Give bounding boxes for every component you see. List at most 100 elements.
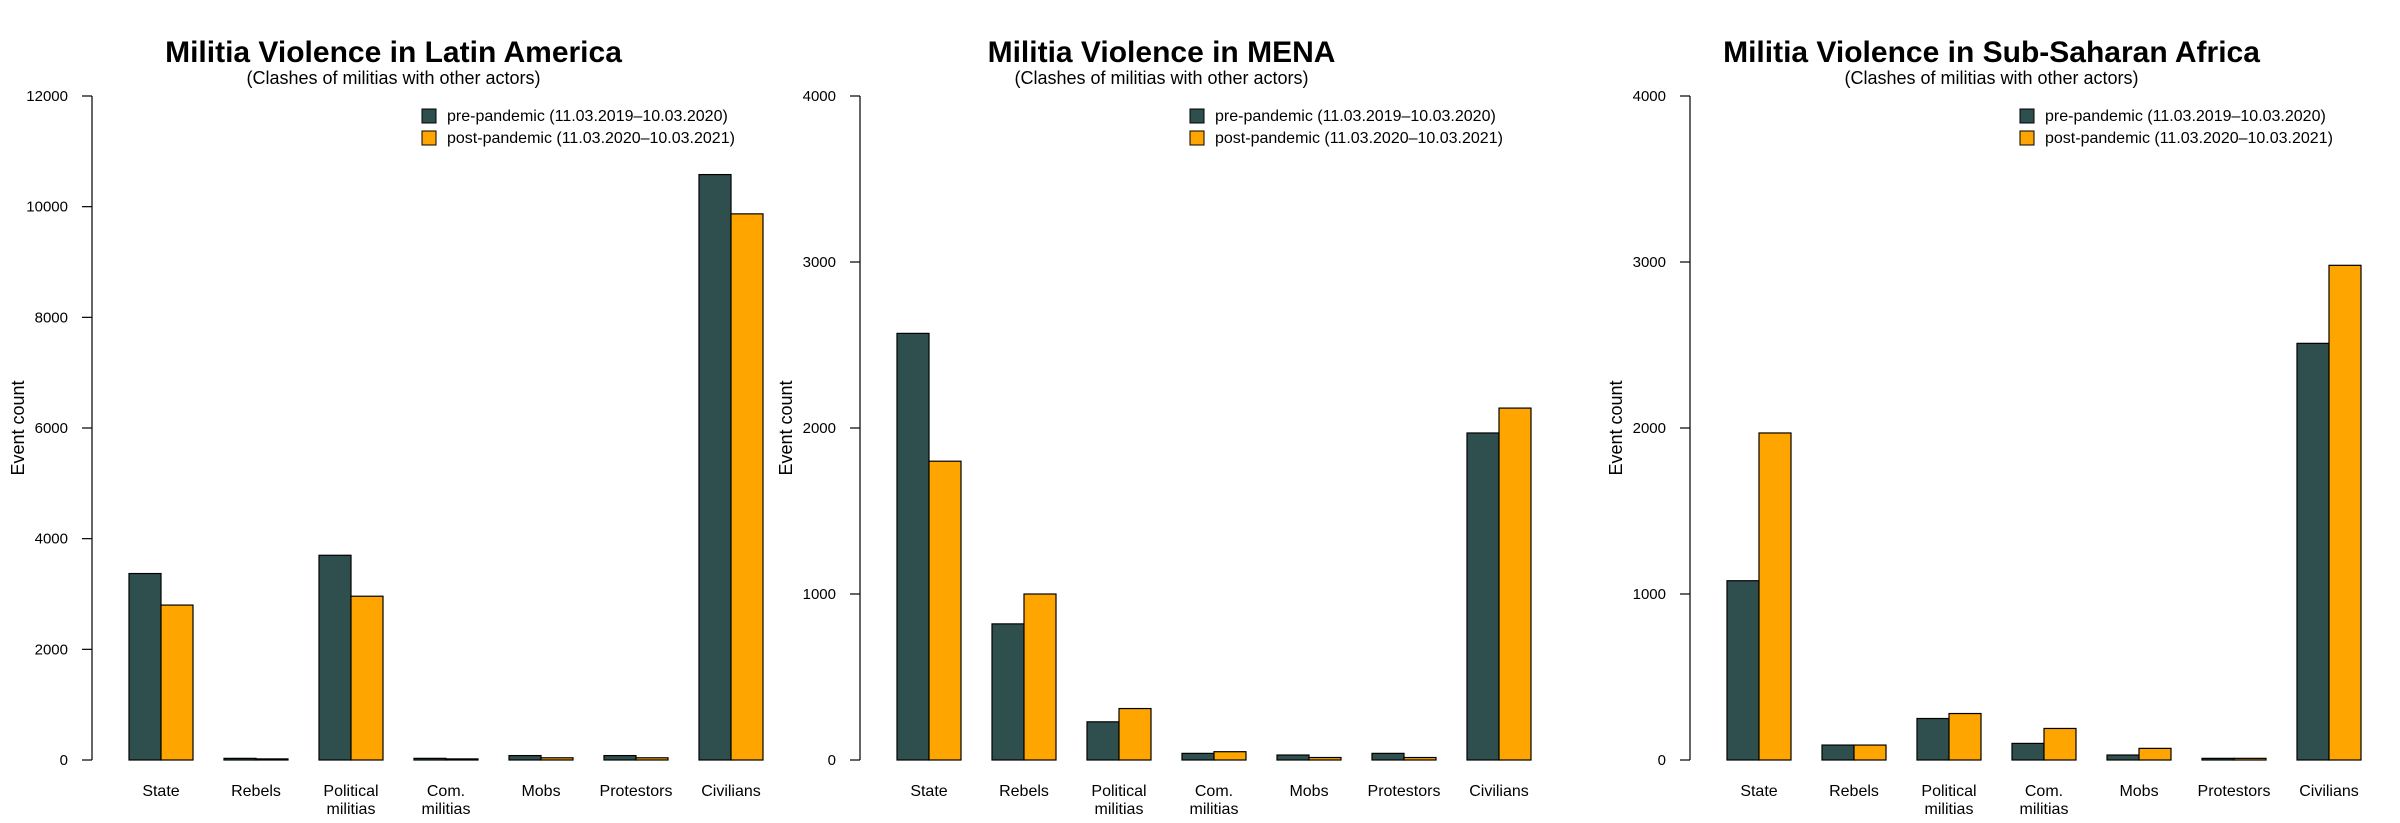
y-axis-label: Event count bbox=[1606, 380, 1626, 475]
chart-subtitle: (Clashes of militias with other actors) bbox=[1014, 68, 1308, 88]
x-tick-label: State bbox=[910, 783, 948, 800]
bar bbox=[1821, 744, 1855, 761]
x-tick-label: Protestors bbox=[2197, 783, 2271, 800]
bar bbox=[1948, 712, 1982, 761]
x-tick-label: Mobs bbox=[521, 783, 561, 800]
x-tick-label: Political militias bbox=[1921, 783, 1977, 818]
bar bbox=[223, 757, 257, 761]
x-tick-label: Protestors bbox=[599, 783, 673, 800]
chart-subtitle: (Clashes of militias with other actors) bbox=[1844, 68, 2138, 88]
legend-swatch bbox=[1189, 108, 1205, 124]
bar bbox=[928, 460, 962, 761]
bar bbox=[635, 757, 669, 761]
bar bbox=[1403, 756, 1437, 761]
y-tick-label: 0 bbox=[60, 752, 68, 769]
bar bbox=[1276, 754, 1310, 761]
legend-swatch bbox=[2019, 108, 2035, 124]
bar bbox=[508, 754, 542, 761]
y-tick-label: 6000 bbox=[35, 420, 68, 437]
x-tick-label: Mobs bbox=[2119, 783, 2159, 800]
bar bbox=[1023, 593, 1057, 761]
y-tick-label: 4000 bbox=[803, 88, 836, 105]
x-tick-label: Mobs bbox=[1289, 783, 1329, 800]
bar bbox=[1086, 721, 1120, 761]
bar bbox=[540, 757, 574, 761]
legend-swatch bbox=[2019, 130, 2035, 146]
bar bbox=[1916, 717, 1950, 761]
bar bbox=[730, 213, 764, 761]
bar bbox=[1181, 752, 1215, 761]
bar bbox=[2233, 757, 2267, 761]
legend-label: post-pandemic (11.03.2020–10.03.2021) bbox=[2045, 130, 2333, 147]
x-tick-label: Civilians bbox=[701, 783, 761, 800]
legend-swatch bbox=[421, 130, 437, 146]
y-tick-label: 1000 bbox=[803, 586, 836, 603]
x-tick-label: Com. militias bbox=[421, 783, 471, 818]
x-tick-label: Political militias bbox=[323, 783, 379, 818]
bar bbox=[2043, 727, 2077, 761]
legend-swatch bbox=[421, 108, 437, 124]
bar bbox=[1853, 744, 1887, 761]
legend-label: post-pandemic (11.03.2020–10.03.2021) bbox=[1215, 130, 1503, 147]
chart-subtitle: (Clashes of militias with other actors) bbox=[246, 68, 540, 88]
legend-label: pre-pandemic (11.03.2019–10.03.2020) bbox=[2045, 108, 2326, 125]
x-tick-label: State bbox=[142, 783, 180, 800]
x-tick-label: Com. militias bbox=[1189, 783, 1239, 818]
y-axis-label: Event count bbox=[776, 380, 796, 475]
bar bbox=[603, 754, 637, 761]
x-tick-label: Civilians bbox=[2299, 783, 2359, 800]
bar bbox=[160, 604, 194, 761]
x-tick-label: Rebels bbox=[231, 783, 281, 800]
x-tick-label: Rebels bbox=[999, 783, 1049, 800]
legend-label: post-pandemic (11.03.2020–10.03.2021) bbox=[447, 130, 735, 147]
bar bbox=[2201, 757, 2235, 761]
bar bbox=[1758, 432, 1792, 761]
bar bbox=[413, 757, 447, 761]
x-tick-label: Political militias bbox=[1091, 783, 1147, 818]
x-tick-label: Com. militias bbox=[2019, 783, 2069, 818]
y-tick-label: 8000 bbox=[35, 309, 68, 326]
bar bbox=[1371, 752, 1405, 761]
x-tick-label: Civilians bbox=[1469, 783, 1529, 800]
x-tick-label: Rebels bbox=[1829, 783, 1879, 800]
bar bbox=[2328, 264, 2362, 761]
legend-label: pre-pandemic (11.03.2019–10.03.2020) bbox=[1215, 108, 1496, 125]
x-tick-label: Protestors bbox=[1367, 783, 1441, 800]
y-axis-label: Event count bbox=[8, 380, 28, 475]
chart-title: Militia Violence in MENA bbox=[988, 36, 1336, 69]
y-tick-label: 3000 bbox=[803, 254, 836, 271]
bar bbox=[1498, 407, 1532, 761]
chart-title: Militia Violence in Latin America bbox=[165, 36, 622, 69]
legend-swatch bbox=[1189, 130, 1205, 146]
bar bbox=[350, 595, 384, 761]
bar bbox=[896, 332, 930, 761]
bar bbox=[991, 623, 1025, 761]
bar bbox=[2011, 742, 2045, 761]
bar bbox=[128, 572, 162, 761]
bar bbox=[2106, 754, 2140, 761]
bar bbox=[318, 554, 352, 761]
y-tick-label: 0 bbox=[828, 752, 836, 769]
y-tick-label: 0 bbox=[1658, 752, 1666, 769]
y-tick-label: 3000 bbox=[1633, 254, 1666, 271]
bar bbox=[1118, 707, 1152, 761]
x-tick-label: State bbox=[1740, 783, 1778, 800]
y-tick-label: 4000 bbox=[1633, 88, 1666, 105]
bar bbox=[1466, 432, 1500, 761]
bar bbox=[255, 758, 289, 761]
bar bbox=[698, 173, 732, 761]
bar bbox=[1213, 751, 1247, 761]
y-tick-label: 4000 bbox=[35, 531, 68, 548]
y-tick-label: 12000 bbox=[26, 88, 68, 105]
y-tick-label: 1000 bbox=[1633, 586, 1666, 603]
bar bbox=[2138, 747, 2172, 761]
bar bbox=[1308, 756, 1342, 761]
bar bbox=[445, 758, 479, 761]
y-tick-label: 2000 bbox=[35, 641, 68, 658]
bar bbox=[1726, 580, 1760, 761]
bar bbox=[2296, 342, 2330, 761]
chart-title: Militia Violence in Sub-Saharan Africa bbox=[1723, 36, 2260, 69]
y-tick-label: 2000 bbox=[1633, 420, 1666, 437]
